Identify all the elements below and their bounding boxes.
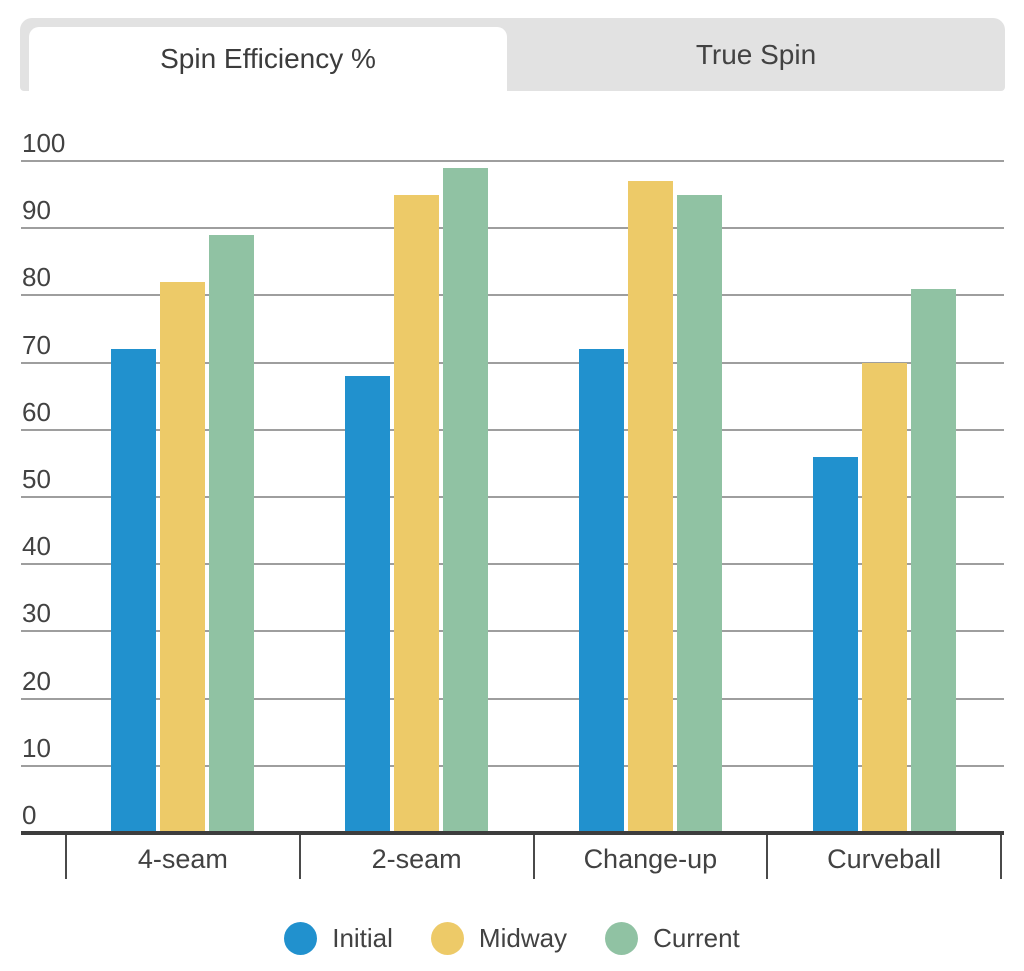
y-tick-label-10: 10 — [22, 732, 51, 763]
chart-legend: Initial Midway Current — [0, 922, 1024, 955]
legend-label-midway: Midway — [478, 923, 568, 953]
tab-true-spin-label: True Spin — [695, 38, 817, 70]
x-category-label-4-seam: 4-seam — [137, 844, 228, 874]
y-tick-label-70: 70 — [22, 329, 51, 360]
gridline-100 — [21, 160, 1004, 162]
gridline-80 — [21, 294, 1004, 297]
legend-swatch-midway — [430, 922, 464, 955]
bar-midway-curveball — [861, 362, 907, 831]
category-separator — [298, 835, 301, 879]
y-tick-label-60: 60 — [22, 396, 51, 427]
bar-current-change-up — [676, 194, 722, 831]
y-tick-label-0: 0 — [22, 800, 37, 830]
category-separator — [532, 835, 535, 879]
legend-label-current: Current — [653, 923, 740, 953]
legend-item-current[interactable]: Current — [605, 922, 740, 955]
legend-label-initial: Initial — [332, 923, 393, 953]
y-tick-label-50: 50 — [22, 464, 51, 494]
gridline-60 — [21, 428, 1004, 431]
bar-current-2-seam — [443, 167, 489, 831]
bar-midway-4-seam — [160, 281, 206, 831]
gridline-10 — [21, 764, 1004, 767]
bar-midway-change-up — [627, 181, 673, 831]
tab-bar: Spin Efficiency % True Spin — [20, 18, 1005, 91]
x-category-label-curveball: Curveball — [827, 844, 942, 874]
legend-swatch-initial — [284, 922, 318, 955]
bar-midway-2-seam — [394, 194, 440, 831]
x-category-label-2-seam: 2-seam — [371, 844, 462, 874]
bar-initial-change-up — [578, 349, 624, 831]
y-tick-label-30: 30 — [22, 598, 51, 629]
category-separator — [65, 835, 67, 879]
tab-spin-efficiency[interactable]: Spin Efficiency % — [29, 27, 507, 91]
gridline-40 — [21, 563, 1004, 566]
gridline-90 — [21, 227, 1004, 230]
y-tick-label-100: 100 — [22, 128, 66, 158]
gridline-50 — [21, 496, 1004, 498]
x-category-label-change-up: Change-up — [583, 844, 718, 874]
category-separator — [766, 835, 769, 879]
y-tick-label-90: 90 — [22, 195, 51, 226]
legend-swatch-current — [605, 922, 639, 955]
bar-initial-curveball — [812, 456, 858, 831]
bar-initial-2-seam — [345, 376, 391, 831]
gridline-30 — [21, 630, 1004, 633]
gridline-20 — [21, 697, 1004, 700]
legend-item-initial[interactable]: Initial — [284, 922, 393, 955]
bar-current-curveball — [910, 288, 956, 831]
y-tick-label-20: 20 — [22, 665, 51, 696]
bar-initial-4-seam — [111, 349, 157, 831]
y-tick-label-80: 80 — [22, 262, 51, 293]
x-axis-line — [21, 831, 1004, 835]
tab-true-spin[interactable]: True Spin — [507, 18, 1005, 91]
legend-item-midway[interactable]: Midway — [430, 922, 568, 955]
gridline-70 — [21, 361, 1004, 364]
category-separator — [1000, 835, 1002, 879]
y-tick-label-40: 40 — [22, 531, 51, 562]
bar-current-4-seam — [209, 234, 255, 831]
tab-spin-efficiency-label: Spin Efficiency % — [160, 43, 376, 74]
